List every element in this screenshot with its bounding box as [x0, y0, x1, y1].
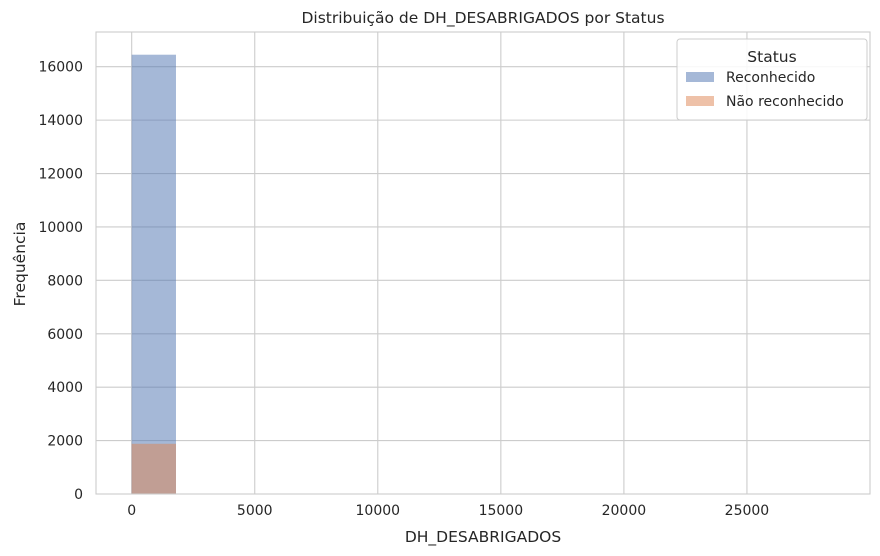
x-tick-labels: 0 5000 10000 15000 20000 25000	[127, 503, 769, 519]
x-tick-label: 25000	[725, 503, 770, 519]
y-tick-labels: 0 2000 4000 6000 8000 10000 12000 14000 16000	[38, 60, 83, 503]
y-axis-title: Frequência	[11, 222, 29, 307]
legend: Status Reconhecido Não reconhecido	[676, 38, 868, 121]
y-tick-label: 14000	[38, 113, 83, 129]
y-tick-label: 8000	[47, 273, 83, 289]
legend-label-reconhecido: Reconhecido	[726, 70, 815, 86]
legend-title: Status	[747, 48, 796, 66]
bars	[131, 54, 265, 494]
y-tick-label: 6000	[47, 327, 83, 343]
y-tick-label: 10000	[38, 220, 83, 236]
legend-swatch-nao-reconhecido	[686, 96, 714, 106]
chart-title: Distribuição de DH_DESABRIGADOS por Stat…	[301, 9, 664, 28]
grid	[96, 32, 870, 495]
x-tick-label: 5000	[237, 503, 273, 519]
legend-box	[676, 38, 868, 121]
y-tick-label: 4000	[47, 380, 83, 396]
legend-swatch-reconhecido	[686, 72, 714, 82]
y-tick-label: 0	[74, 487, 83, 503]
y-tick-label: 12000	[38, 167, 83, 183]
x-tick-label: 10000	[356, 503, 401, 519]
y-tick-label: 16000	[38, 60, 83, 76]
y-tick-label: 2000	[47, 434, 83, 450]
x-tick-label: 0	[127, 503, 136, 519]
x-tick-label: 15000	[479, 503, 524, 519]
legend-label-nao-reconhecido: Não reconhecido	[726, 94, 844, 110]
x-tick-label: 20000	[602, 503, 647, 519]
histogram-bar-nao-reconhecido	[131, 443, 176, 494]
plot-frame	[95, 31, 871, 495]
histogram-bar-reconhecido	[131, 54, 176, 494]
x-axis-title: DH_DESABRIGADOS	[405, 528, 561, 547]
